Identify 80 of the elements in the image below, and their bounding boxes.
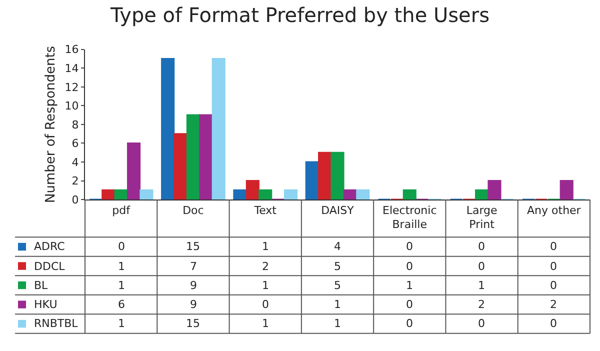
data-label: 1 — [478, 279, 485, 292]
y-tick-label: 16 — [64, 43, 79, 56]
data-label: 2 — [550, 298, 557, 311]
bar — [488, 180, 502, 200]
data-label: 9 — [190, 298, 197, 311]
legend-label: HKU — [34, 298, 58, 311]
data-label: 1 — [334, 298, 341, 311]
x-tick-label: DAISY — [321, 204, 354, 217]
bar — [560, 180, 574, 200]
data-label: 0 — [550, 260, 557, 273]
data-label: 1 — [118, 260, 125, 273]
data-label: 1 — [334, 317, 341, 330]
data-label: 1 — [118, 317, 125, 330]
data-label: 5 — [334, 279, 341, 292]
data-label: 0 — [406, 317, 413, 330]
bar — [343, 189, 357, 200]
y-tick-label: 12 — [64, 80, 79, 94]
data-label: 15 — [186, 240, 200, 253]
data-label: 1 — [262, 279, 269, 292]
x-tick-label: Large Print — [466, 204, 498, 232]
bar — [305, 161, 319, 200]
x-tick-label: pdf — [112, 204, 132, 217]
data-label: 6 — [118, 298, 125, 311]
y-tick-label: 2 — [72, 174, 79, 188]
bar — [199, 114, 213, 200]
data-label: 1 — [262, 317, 269, 330]
data-label: 2 — [478, 298, 485, 311]
bar — [114, 189, 128, 200]
bar — [186, 114, 200, 200]
data-label: 4 — [334, 240, 341, 253]
x-tick-label: Any other — [527, 204, 582, 217]
x-tick-label: Electronic Braille — [382, 204, 437, 232]
data-label: 7 — [190, 260, 197, 273]
bar — [246, 180, 260, 200]
x-tick-label: Text — [253, 204, 278, 217]
bar — [174, 133, 188, 200]
y-axis-title: Number of Respondents — [44, 46, 59, 203]
y-tick-label: 10 — [64, 100, 79, 113]
data-label: 9 — [190, 279, 197, 292]
data-label: 1 — [262, 240, 269, 253]
y-tick-label: 4 — [72, 156, 79, 169]
bar — [284, 189, 298, 200]
data-label: 0 — [118, 240, 125, 253]
data-label: 1 — [406, 279, 413, 292]
legend-label: DDCL — [34, 260, 66, 273]
bar — [402, 189, 416, 200]
data-label: 5 — [334, 260, 341, 273]
data-label: 0 — [550, 279, 557, 292]
y-tick-label: 8 — [72, 118, 79, 132]
data-label: 0 — [406, 260, 413, 273]
bar — [356, 189, 370, 200]
legend-label: BL — [34, 279, 49, 292]
data-label: 0 — [478, 240, 485, 253]
bar — [161, 58, 175, 200]
x-tick-label: Doc — [182, 204, 204, 217]
bar — [102, 189, 116, 200]
legend-label: RNBTBL — [34, 317, 79, 330]
legend-label: ADRC — [34, 240, 66, 253]
data-label: 0 — [550, 317, 557, 330]
data-label: 0 — [478, 317, 485, 330]
bar — [233, 189, 247, 200]
data-label: 15 — [186, 317, 200, 330]
bar — [140, 189, 154, 200]
data-label: 2 — [262, 260, 269, 273]
y-tick-label: 14 — [64, 62, 79, 75]
bar — [475, 189, 489, 200]
y-tick-label: 6 — [72, 137, 79, 150]
data-label: 0 — [550, 240, 557, 253]
bar — [126, 142, 141, 200]
bar — [330, 152, 344, 200]
bar — [318, 152, 332, 200]
y-tick-label: 0 — [72, 193, 79, 206]
data-label: 0 — [478, 260, 485, 273]
data-label: 1 — [118, 279, 125, 292]
data-label: 0 — [406, 298, 413, 311]
data-label: 0 — [262, 298, 269, 311]
bar — [212, 58, 226, 200]
data-label: 0 — [406, 240, 413, 253]
bar — [258, 189, 272, 200]
chart-title: Type of Format Preferred by the Users — [110, 3, 490, 27]
